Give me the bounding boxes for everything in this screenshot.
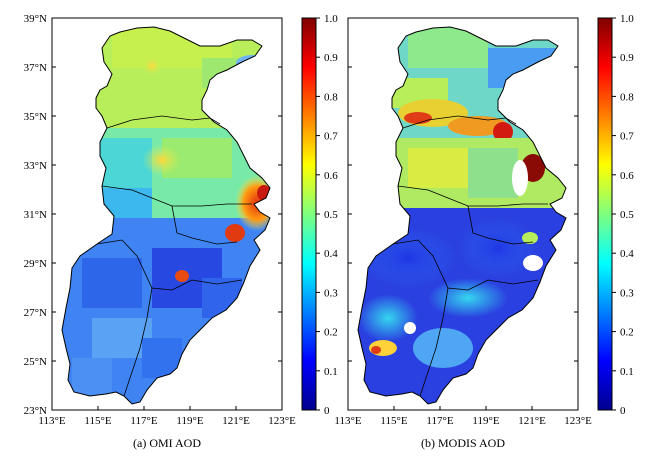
axis-ticks: 113°E 115°E 117°E 119°E 121°E 123°E [334,17,592,427]
province-boundary [402,115,517,129]
y-tick-label: 23°N [24,405,47,417]
y-tick-label: 31°N [24,209,47,221]
y-tick-label: 25°N [24,356,47,368]
y-tick-label: 35°N [24,111,47,123]
colorbar-tick-label: 0.9 [324,52,338,64]
colorbar-omi: 1.0 0.9 0.8 0.7 0.6 0.5 0.4 0.3 0.2 0.1 0 [301,13,338,417]
x-tick-label: 119°E [176,415,203,427]
x-tick-label: 123°E [268,415,296,427]
colorbar-tick-label: 1.0 [324,13,338,25]
y-tick-label: 33°N [24,160,47,172]
colorbar-tick-label: 0 [620,405,626,417]
colorbar-tick-label: 0.7 [324,131,338,143]
colorbar-tick-label: 0.9 [620,52,634,64]
colorbar-gradient [301,17,317,411]
y-tick-label: 39°N [24,13,47,25]
colorbar-gradient [597,17,613,411]
axis-ticks: 113°E 115°E 117°E 119°E 121°E 123°E 39°N 37°N 35… [24,13,296,427]
colorbar-tick-label: 0.4 [620,248,634,260]
x-tick-label: 117°E [130,415,157,427]
x-tick-label: 113°E [38,415,65,427]
colorbar-tick-label: 0.5 [324,209,338,221]
colorbar-tick-label: 0.1 [620,366,634,378]
colorbar-tick-label: 0.3 [620,287,634,299]
x-tick-label: 113°E [334,415,361,427]
x-tick-label: 123°E [564,415,592,427]
x-tick-label: 119°E [472,415,499,427]
y-tick-label: 27°N [24,307,47,319]
x-tick-label: 115°E [84,415,111,427]
x-tick-label: 121°E [518,415,546,427]
colorbar-tick-label: 0.1 [324,366,338,378]
colorbar-tick-label: 0.8 [324,91,338,103]
colorbar-tick-label: 0 [324,405,330,417]
colorbar-tick-label: 0.6 [620,170,634,182]
panel-modis: 113°E 115°E 117°E 119°E 121°E 123°E [334,17,592,427]
province-boundary [392,239,539,291]
province-boundary [419,287,449,397]
colorbar-tick-label: 0.3 [324,287,338,299]
colorbar-tick-label: 0.2 [324,327,338,339]
colorbar-modis: 1.0 0.9 0.8 0.7 0.6 0.5 0.4 0.3 0.2 0.1 0 [597,13,634,417]
x-tick-label: 115°E [380,415,407,427]
panel-caption: (b) MODIS AOD [421,436,505,450]
colorbar-tick-label: 0.2 [620,327,634,339]
panel-caption: (a) OMI AOD [133,436,201,450]
province-boundary [96,239,243,291]
colorbar-tick-label: 0.5 [620,209,634,221]
province-boundary [467,205,534,245]
colorbar-tick-label: 1.0 [620,13,634,25]
y-tick-label: 37°N [24,62,47,74]
y-tick-label: 29°N [24,258,47,270]
panel-omi: 113°E 115°E 117°E 119°E 121°E 123°E 39°N 37°N 35… [24,13,296,427]
colorbar-tick-label: 0.4 [324,248,338,260]
x-tick-label: 121°E [222,415,250,427]
colorbar-tick-label: 0.7 [620,131,634,143]
province-boundary [171,205,238,245]
colorbar-tick-label: 0.8 [620,91,634,103]
province-boundary [123,287,153,397]
province-boundary [106,115,221,129]
colorbar-tick-label: 0.6 [324,170,338,182]
x-tick-label: 117°E [426,415,453,427]
